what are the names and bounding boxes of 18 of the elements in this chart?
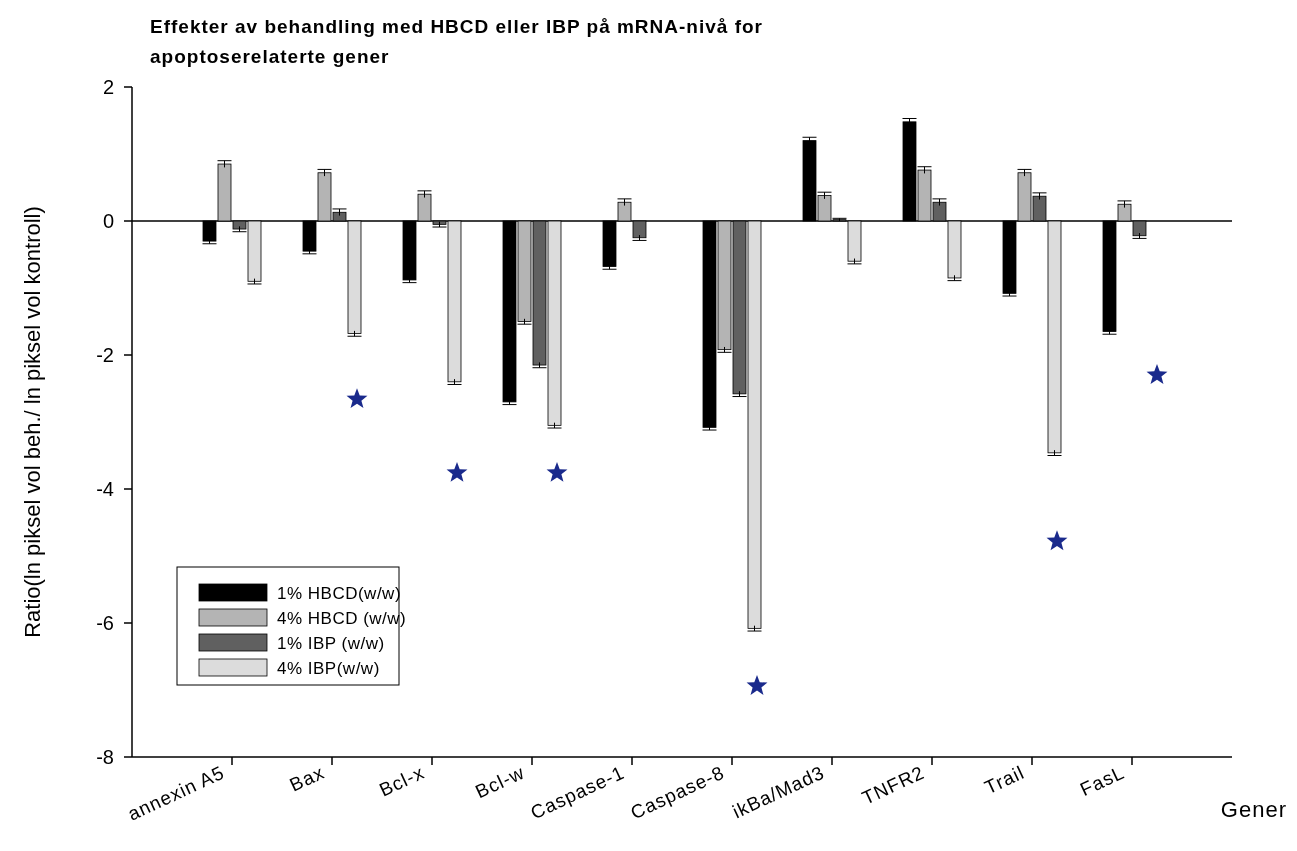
- y-axis-title: Ratio(ln piksel vol beh./ ln piksel vol kontroll): [20, 206, 45, 638]
- y-tick-label: -6: [96, 612, 114, 634]
- legend-label: 4% HBCD (w/w): [277, 608, 407, 628]
- x-tick-label: Bcl-x: [376, 761, 428, 801]
- x-tick-label: Trail: [981, 761, 1028, 799]
- legend-label: 1% IBP (w/w): [277, 633, 385, 653]
- y-tick-label: 2: [102, 76, 114, 98]
- x-tick-label: FasL: [1076, 761, 1128, 801]
- y-tick-label: -2: [96, 344, 114, 366]
- y-tick-label: -4: [96, 478, 114, 500]
- chart-title: Effekter av behandling med HBCD eller IBP på mRNA-nivå for apoptoserelaterte gener: [150, 16, 763, 67]
- y-tick-label: 0: [102, 210, 114, 232]
- y-tick-label: -8: [96, 746, 114, 768]
- legend-label: 4% IBP(w/w): [277, 658, 380, 678]
- legend-label: 1% HBCD(w/w): [277, 583, 402, 603]
- x-tick-label: Bcl-w: [472, 761, 528, 803]
- x-tick-label: Bax: [286, 761, 328, 796]
- x-axis-title: Gener: [1220, 797, 1287, 822]
